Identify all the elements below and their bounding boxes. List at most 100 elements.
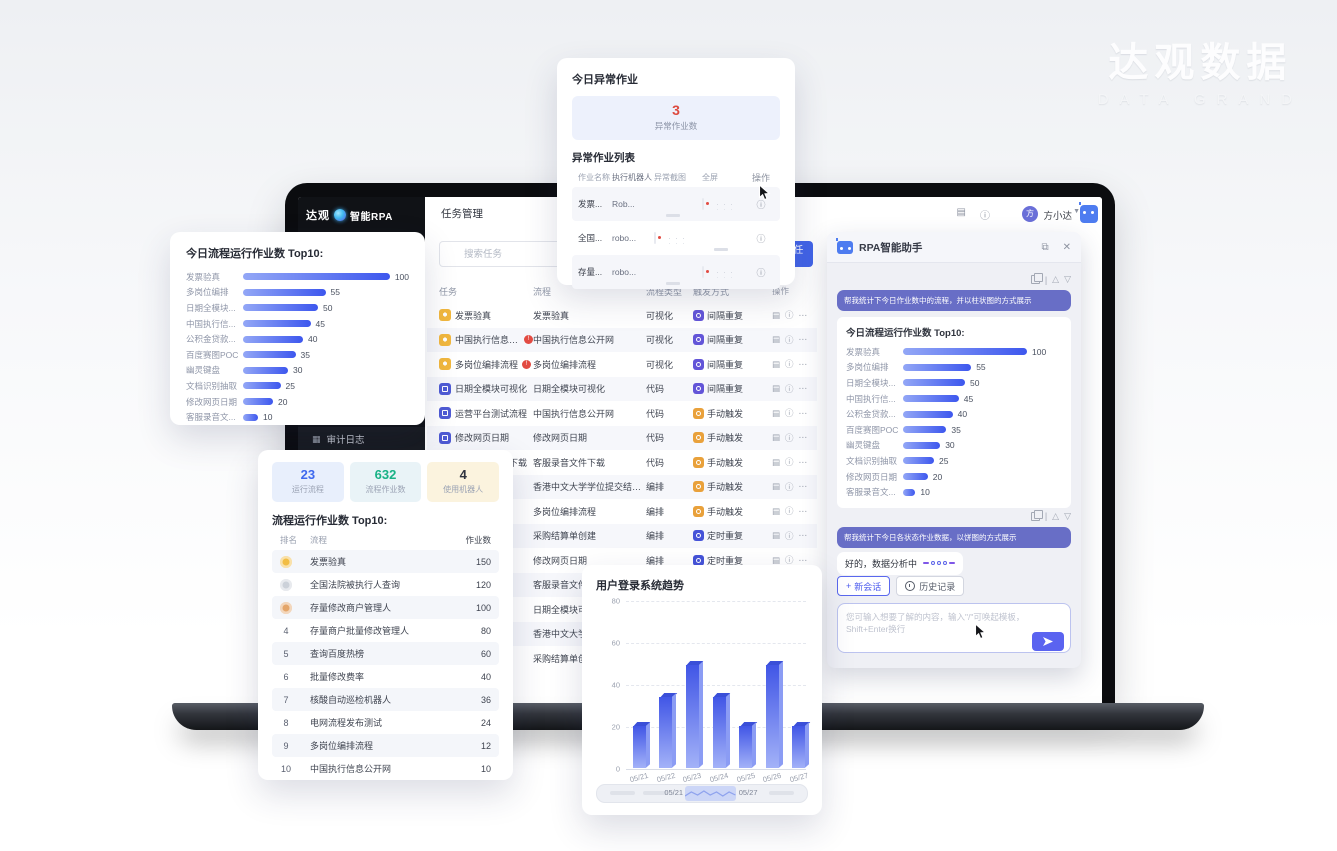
detail-icon[interactable]: ▤ [772,407,781,418]
more-icon[interactable]: ⋯ [798,334,808,345]
bar-face [765,665,779,768]
info-icon[interactable]: ⓘ [785,457,794,468]
bar-label: 日期全模块... [846,377,896,388]
more-icon[interactable]: ⋯ [798,554,808,565]
bar-value: 10 [263,412,273,423]
open-external-icon[interactable]: ⧉ [1041,241,1049,253]
detail-icon[interactable]: ▤ [772,456,781,467]
trigger-label: 定时重复 [707,555,744,566]
brush-selection[interactable] [685,786,736,801]
copy-icon[interactable] [1030,273,1043,284]
table-row[interactable]: 发票验真 发票验真 可视化 间隔重复 ▤ ⓘ ⋯ [427,303,817,328]
more-icon[interactable]: ⋯ [798,530,808,541]
flow-type-cell: 编排 [646,482,665,493]
close-icon[interactable]: ✕ [1062,241,1071,253]
ranking-row[interactable]: 6 批量修改费率 40 [272,665,499,688]
info-icon[interactable]: ⓘ [785,506,794,517]
detail-icon[interactable]: ▤ [772,309,781,320]
detail-icon[interactable]: ▤ [772,432,781,443]
detail-icon[interactable]: ▤ [772,481,781,492]
stat-running-flows: 23 运行流程 [272,462,344,502]
abnormal-card-title: 今日异常作业 [572,74,638,86]
abnormal-row[interactable]: 全国... robo... ⓘ [572,221,780,255]
flow-cell: 多岗位编排流程 [533,359,597,370]
info-icon[interactable]: ⓘ [756,233,766,244]
table-row[interactable]: 运营平台测试流程 中国执行信息公开网 代码 手动触发 ▤ ⓘ ⋯ [427,401,817,426]
more-icon[interactable]: ⋯ [798,309,808,320]
actions-cell: ▤ ⓘ ⋯ [772,334,816,346]
info-icon[interactable]: ⓘ [756,199,766,210]
thumbs-up-icon[interactable]: △ [1052,274,1060,284]
history-button[interactable]: 历史记录 [896,576,965,596]
sidebar-item-audit-log[interactable]: ▦ 审计日志 [298,427,425,451]
table-row[interactable]: 多岗位编排流程! 多岗位编排流程 可视化 间隔重复 ▤ ⓘ ⋯ [427,352,817,377]
info-icon[interactable]: ⓘ [785,359,794,370]
info-icon[interactable]: ⓘ [785,555,794,566]
assistant-launcher-icon[interactable] [1080,205,1098,223]
more-icon[interactable]: ⋯ [798,432,808,443]
bar-row: 多岗位编排 55 [846,360,1062,376]
ranking-row[interactable]: 7 核酸自动巡检机器人 36 [272,688,499,711]
more-icon[interactable]: ⋯ [798,407,808,418]
ranking-row[interactable]: 全国法院被执行人查询 120 [272,573,499,596]
thumbs-down-icon[interactable]: ▽ [1064,510,1071,521]
flow-type-cell: 可视化 [646,359,674,370]
table-row[interactable]: 修改网页日期 修改网页日期 代码 手动触发 ▤ ⓘ ⋯ [427,425,817,450]
table-row[interactable]: 日期全模块可视化 日期全模块可视化 代码 间隔重复 ▤ ⓘ ⋯ [427,376,817,401]
info-icon[interactable]: ⓘ [756,267,766,278]
info-icon[interactable]: ⓘ [785,310,794,321]
abnormal-count: 3 [672,102,680,118]
info-icon[interactable]: ⓘ [785,530,794,541]
bar-label: 多岗位编排 [186,287,229,298]
info-icon[interactable]: ⓘ [785,481,794,492]
info-icon[interactable]: ⓘ [785,383,794,394]
chevron-down-icon[interactable]: ▼ [1073,208,1080,215]
detail-icon[interactable]: ▤ [772,334,781,345]
help-icon[interactable]: ⓘ [980,211,990,222]
bar-label: 百度赛图POC [846,424,899,435]
tab-task-management[interactable]: 任务管理 [441,208,483,220]
screenshot-thumbnail[interactable] [654,232,702,244]
table-row[interactable]: 多岗位编排流程 编排 手动触发 ▤ ⓘ ⋯ [427,499,817,524]
ranking-row[interactable]: 9 多岗位编排流程 12 [272,734,499,757]
more-icon[interactable]: ⋯ [798,481,808,492]
ranking-row[interactable]: 5 查询百度热榜 60 [272,642,499,665]
date-range-slider[interactable]: 05/21 05/27 [596,784,808,803]
ranking-row[interactable]: 发票验真 150 [272,550,499,573]
info-icon[interactable]: ⓘ [785,432,794,443]
ranking-row[interactable]: 8 电网流程发布测试 24 [272,711,499,734]
ranking-row[interactable]: 10 中国执行信息公开网 10 [272,757,499,780]
flow-type-cell: 代码 [646,408,665,419]
detail-icon[interactable]: ▤ [772,554,781,565]
info-icon[interactable]: ⓘ [785,408,794,419]
avatar[interactable]: 方 [1022,206,1038,222]
detail-icon[interactable]: ▤ [772,530,781,541]
more-icon[interactable]: ⋯ [798,456,808,467]
detail-icon[interactable]: ▤ [772,505,781,516]
more-icon[interactable]: ⋯ [798,383,808,394]
more-icon[interactable]: ⋯ [798,358,808,369]
copy-icon[interactable] [1030,509,1043,521]
detail-icon[interactable]: ▤ [772,358,781,369]
new-conversation-button[interactable]: + 新会话 [837,576,891,596]
trigger-icon [693,358,704,370]
table-row[interactable]: 修改网页日期 编排 定时重复 ▤ ⓘ ⋯ [427,548,817,573]
abnormal-row[interactable]: 发票... Rob... ⓘ [572,187,780,221]
trigger-cell: 间隔重复 [693,309,772,322]
detail-icon[interactable]: ▤ [772,383,781,394]
abnormal-row[interactable]: 存量... robo... ⓘ [572,255,780,289]
thumbs-down-icon[interactable]: ▽ [1064,274,1071,284]
ranking-row[interactable]: 存量修改商户管理人 100 [272,596,499,619]
user-name[interactable]: 方小达 [1043,211,1072,222]
fullscreen-thumbnail[interactable] [702,266,750,278]
bar-value: 100 [1032,346,1047,357]
rank-cell: 9 [280,741,310,751]
ranking-row[interactable]: 4 存量商户批量修改管理人 80 [272,619,499,642]
thumbs-up-icon[interactable]: △ [1052,510,1060,521]
document-icon[interactable]: ▤ [956,207,966,218]
fullscreen-thumbnail[interactable] [702,198,750,210]
info-icon[interactable]: ⓘ [785,334,794,345]
more-icon[interactable]: ⋯ [798,505,808,516]
send-button[interactable] [1032,632,1064,651]
